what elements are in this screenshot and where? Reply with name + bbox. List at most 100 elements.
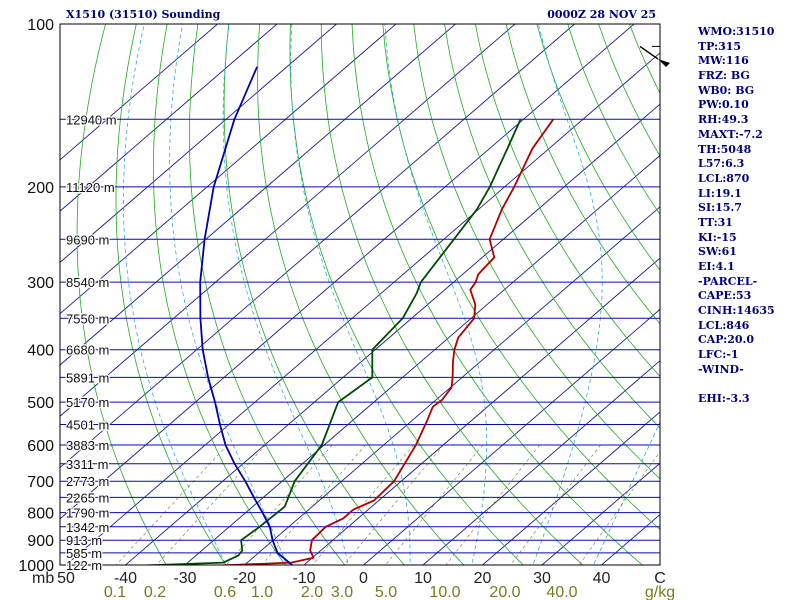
stability-indices-panel: WMO:31510 TP:315 MW:116 FRZ: BG WB0: BG PW:0.…: [698, 25, 775, 407]
pressure-tick-label: 200: [27, 180, 54, 197]
index-item: PW:0.10: [698, 98, 749, 112]
isotherm-line: [60, 24, 338, 263]
temperature-unit-label: C: [654, 570, 666, 587]
index-item: MAXT:-7.2: [698, 127, 763, 141]
isotherm-line: [243, 206, 660, 565]
index-item: TT:31: [698, 215, 733, 229]
parcel-trace: [199, 66, 293, 565]
temperature-tick-label: -30: [173, 570, 196, 587]
temperature-trace: [210, 118, 555, 565]
moist-adiabat: [222, 24, 349, 565]
mixing-ratio-line: [311, 444, 414, 565]
moist-adiabat: [290, 24, 411, 565]
moist-adiabat: [123, 24, 227, 565]
mixing-ratio-tick-label: 10.0: [429, 584, 460, 600]
height-label: 3311 m: [66, 457, 108, 472]
mixing-ratio-tick-label: 0.2: [144, 584, 166, 600]
temperature-tick-label: 20: [474, 570, 492, 587]
isotherm-line: [481, 411, 660, 565]
dry-adiabat: [320, 24, 584, 565]
moist-adiabat: [532, 24, 603, 565]
wind-barb: [639, 45, 670, 67]
isotherm-line: [303, 257, 660, 565]
isotherm-line: [124, 103, 660, 565]
index-item: EHI:-3.3: [698, 392, 750, 406]
mixing-ratio-tick-label: 20.0: [489, 584, 520, 600]
moist-adiabat: [593, 421, 660, 565]
dry-adiabat: [289, 24, 524, 565]
plot-background: [60, 24, 660, 565]
temperature-tick-label: 0: [359, 570, 368, 587]
height-label: 6680 m: [66, 343, 109, 358]
dry-adiabat: [413, 24, 660, 480]
index-item: MW:116: [698, 54, 749, 68]
pressure-tick-label: 800: [27, 506, 54, 523]
height-label: 2773 m: [66, 474, 109, 489]
dry-adiabat: [784, 24, 800, 577]
isotherm-line: [65, 52, 660, 565]
index-item: LI:19.1: [698, 186, 742, 200]
mixing-ratio-tick-label: 5.0: [375, 584, 397, 600]
mixing-ratio-tick-label: 0.6: [214, 584, 236, 600]
height-label: 5891 m: [66, 370, 109, 385]
height-label: 4501 m: [66, 418, 109, 433]
temperature-tick-label: 10: [414, 570, 432, 587]
height-label: 585 m: [66, 546, 102, 561]
mixing-ratio-line: [343, 444, 444, 565]
dry-adiabat: [188, 24, 346, 565]
dry-adiabat: [444, 24, 660, 429]
height-label: 9690 m: [66, 232, 109, 247]
temperature-tick-label: 30: [533, 570, 551, 587]
index-item: TH:5048: [698, 142, 752, 156]
pressure-tick-label: 500: [27, 395, 54, 412]
mixing-ratio-line: [261, 444, 366, 565]
temperature-tick-label: -10: [292, 570, 315, 587]
isotherm-line: [60, 24, 635, 520]
height-label: 5170 m: [66, 395, 109, 410]
index-item: WMO:31510: [698, 25, 775, 38]
pressure-tick-label: 700: [27, 474, 54, 491]
dewpoint-trace: [131, 118, 522, 565]
mixing-ratio-line: [115, 444, 228, 565]
height-label: 1790 m: [66, 506, 109, 521]
pressure-tick-label: 600: [27, 438, 54, 455]
dry-adiabat: [505, 24, 660, 325]
isotherm-line: [60, 24, 219, 161]
sounding-datetime: 0000Z 28 NOV 25: [547, 8, 656, 21]
index-item: SI:15.7: [698, 201, 742, 215]
index-item: LFC:-1: [698, 348, 739, 362]
isotherm-line: [184, 154, 660, 565]
index-item: KI:-15: [698, 230, 737, 244]
isotherm-line: [362, 308, 660, 565]
index-item: WB0: BG: [698, 83, 755, 97]
pressure-tick-label: 1000: [18, 558, 54, 575]
index-item: -WIND-: [698, 362, 744, 376]
isotherm-line: [60, 24, 457, 366]
plot-frame: [59, 23, 661, 566]
temperature-tick-label: 40: [593, 570, 611, 587]
height-label: 2265 m: [66, 490, 109, 505]
height-label: 122 m: [66, 558, 102, 573]
dry-adiabat: [115, 24, 227, 565]
dry-adiabat: [257, 24, 465, 565]
index-item: L57:6.3: [698, 157, 745, 171]
index-item: CINH:14635: [698, 304, 775, 318]
height-label: 8540 m: [66, 275, 109, 290]
temperature-tick-label: -20: [233, 570, 256, 587]
index-item: SW:61: [698, 245, 737, 259]
height-label: 913 m: [66, 533, 102, 548]
dry-adiabat: [76, 24, 167, 565]
index-item: EI:4.1: [698, 260, 735, 273]
isotherm-line: [60, 24, 516, 417]
pressure-tick-label: 300: [27, 275, 54, 292]
mixing-ratio-line: [385, 444, 484, 565]
mixing-ratio-tick-label: 1.0: [251, 584, 273, 600]
index-item: RH:49.3: [698, 113, 749, 127]
chart-title: X1510 (31510) Sounding: [66, 8, 221, 21]
mixing-ratio-tick-label: 40.0: [546, 584, 577, 600]
profile-traces: [131, 66, 555, 565]
index-item: -PARCEL-: [698, 274, 758, 288]
pressure-tick-label: 100: [27, 17, 54, 34]
